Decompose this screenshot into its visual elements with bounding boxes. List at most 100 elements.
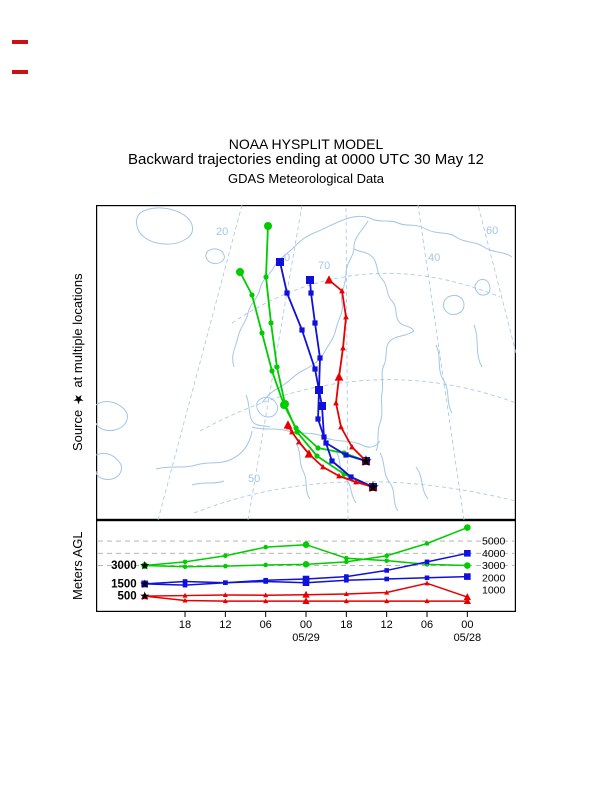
triangle-marker [222,592,228,598]
circle-marker [268,320,274,326]
triangle-marker [263,592,269,598]
circle-marker [236,268,244,276]
start-height-star: ★ [139,559,150,573]
triangle-marker [343,591,349,597]
height-axis-label: 3000 [482,560,506,572]
coastline-path [371,218,513,258]
square-marker [464,550,471,557]
coastline-path [232,215,373,368]
triangle-marker [263,598,269,604]
circle-marker [259,330,265,336]
source-star: ★ [366,479,379,496]
coastline-path [96,401,128,432]
date-label: 05/28 [454,632,482,644]
triangle-marker [463,593,471,601]
start-height-star: ★ [139,589,150,603]
time-tick-label: 06 [260,619,272,631]
triangle-marker [424,598,430,604]
coastline-path [205,248,225,264]
square-marker [424,575,430,581]
square-marker [384,568,389,573]
square-marker [182,579,188,584]
circle-marker [263,544,268,550]
graticule-line [345,205,349,520]
square-marker [321,434,327,440]
triangle-marker [349,443,355,450]
start-height-label: 500 [118,591,137,603]
graticule-line [231,272,501,324]
profile-axis-label: Meters AGL [70,531,85,601]
date-label: 05/29 [292,632,320,644]
circle-marker [182,559,188,565]
coastline-path [353,248,415,332]
plot-title: NOAA HYSPLIT MODEL [228,136,384,152]
triangle-marker [343,598,349,604]
time-tick-label: 18 [340,619,352,631]
circle-marker [424,541,430,546]
circle-marker [302,541,310,549]
circle-marker [263,274,269,280]
circle-marker [384,558,389,563]
square-marker [312,320,318,326]
triangle-marker [324,275,334,284]
coastline-path [136,207,193,245]
source-star: ★ [359,453,372,470]
graticule-label: 20 [216,226,228,238]
triangle-marker [333,399,339,406]
height-axis-label: 1000 [482,585,506,597]
time-tick-label: 18 [179,619,191,631]
triangle-marker [182,597,188,603]
square-marker [344,574,349,579]
square-marker [308,290,314,296]
coastline-path [155,430,253,470]
square-marker [223,580,228,585]
square-marker [284,290,290,296]
triangle-marker [141,592,149,600]
start-height-label: 1500 [111,578,137,590]
circle-marker [249,292,255,298]
circle-marker [464,562,471,569]
coastline-path [191,480,225,486]
start-height-star: ★ [139,577,150,591]
circle-marker [263,562,268,568]
square-marker [424,559,430,565]
map-source-label: Source ★ at multiple locations [70,273,85,452]
square-marker [384,576,389,582]
coastline-path [474,278,491,296]
graticule-line [477,205,516,354]
coastline-path [443,294,465,316]
triangle-marker [283,420,293,429]
square-marker [306,276,314,284]
triangle-marker [424,580,430,586]
circle-marker [264,222,272,230]
height-axis-label: 4000 [482,548,506,560]
triangle-marker [384,598,390,604]
square-marker [263,579,268,584]
circle-marker [223,553,228,559]
coastline-path [415,466,429,500]
triangle-marker [340,344,346,351]
circle-marker [344,559,349,565]
triangle-marker [384,589,390,595]
circle-marker [281,400,289,408]
coastline-path [295,442,311,500]
time-tick-label: 12 [381,619,393,631]
triangle-marker [302,590,310,598]
circle-marker [302,561,310,568]
triangle-marker [339,287,345,294]
coastline-path [256,396,279,418]
time-tick-label: 12 [219,619,231,631]
graticule-line [193,481,516,514]
circle-marker [344,555,349,561]
triangle-marker [338,423,344,430]
triangle-marker [222,598,228,604]
graticule-line [157,205,243,520]
graticule-label: 60 [486,225,498,237]
coastline-path [473,324,483,368]
triangle-marker [296,438,302,445]
height-axis-label: 5000 [482,536,506,548]
square-marker [343,452,349,458]
triangle-marker [368,482,378,491]
square-marker [276,258,284,266]
